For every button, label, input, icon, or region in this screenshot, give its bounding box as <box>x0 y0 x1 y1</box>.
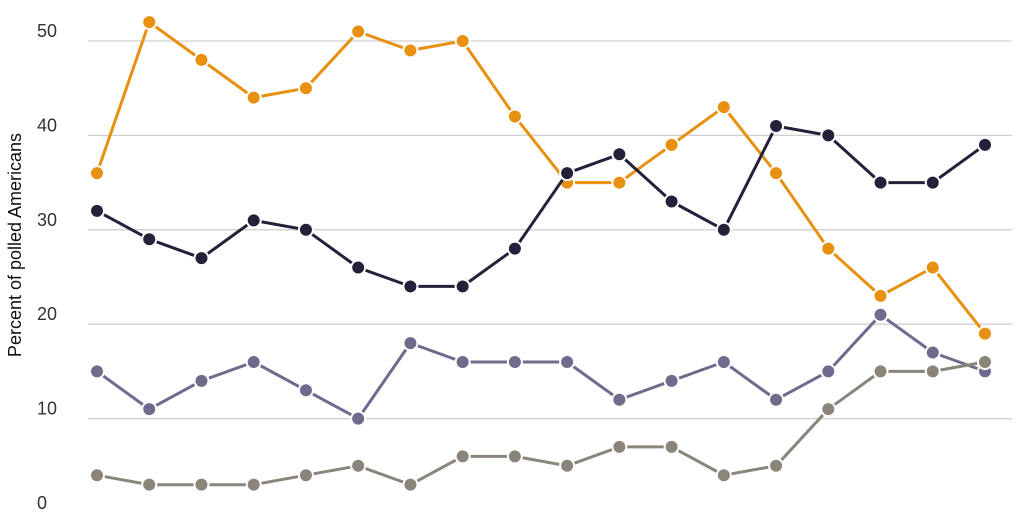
series-3-point-10 <box>559 353 576 370</box>
y-tick-label-10: 10 <box>37 399 57 419</box>
series-3-point-11 <box>611 391 628 408</box>
series-4-point-1 <box>89 467 105 484</box>
series-4-point-12 <box>663 438 680 455</box>
series-1-point-16 <box>872 287 889 304</box>
series-3 <box>89 306 993 427</box>
series-3-point-12 <box>663 372 680 389</box>
series-2-point-4 <box>245 212 262 229</box>
series-1-point-11 <box>611 174 628 191</box>
y-tick-label-0: 0 <box>37 493 47 512</box>
series-1-point-8 <box>454 33 471 49</box>
series-4-point-11 <box>611 438 628 455</box>
y-tick-label-40: 40 <box>37 115 57 135</box>
series-3-point-16 <box>872 306 889 323</box>
series-4-point-7 <box>402 476 419 493</box>
series-group <box>89 14 993 493</box>
series-2-point-1 <box>89 202 105 219</box>
series-2-point-8 <box>454 278 471 295</box>
series-3-point-7 <box>402 335 419 352</box>
series-2-point-11 <box>611 146 628 163</box>
series-4-point-9 <box>506 448 523 465</box>
series-2-point-12 <box>663 193 680 210</box>
series-2-line <box>96 124 986 288</box>
y-tick-labels: 0 10 20 30 40 50 <box>37 21 57 512</box>
series-1-point-18 <box>977 325 993 342</box>
series-2-point-9 <box>506 240 523 257</box>
series-2-point-2 <box>141 231 158 248</box>
series-1-point-4 <box>245 89 262 106</box>
series-4-line <box>96 360 986 487</box>
series-3-point-15 <box>820 363 837 380</box>
series-2 <box>89 117 993 295</box>
series-2-point-3 <box>193 250 210 267</box>
series-1 <box>89 14 993 342</box>
series-4-point-15 <box>820 401 837 418</box>
series-4-point-2 <box>141 476 158 493</box>
series-3-point-1 <box>89 363 105 380</box>
series-2-point-10 <box>559 165 576 182</box>
series-2-point-15 <box>820 127 837 144</box>
series-4-point-13 <box>715 467 732 484</box>
y-tick-label-30: 30 <box>37 210 57 230</box>
series-4-point-16 <box>872 363 889 380</box>
series-1-point-5 <box>297 80 314 97</box>
series-2-point-18 <box>977 136 993 153</box>
series-3-point-3 <box>193 372 210 389</box>
series-1-point-1 <box>89 165 105 182</box>
series-2-point-7 <box>402 278 419 295</box>
series-1-point-17 <box>924 259 941 276</box>
series-4-point-10 <box>559 457 576 474</box>
series-1-line <box>95 20 987 335</box>
series-3-point-14 <box>768 391 785 408</box>
y-axis-label: Percent of polled Americans <box>5 133 25 357</box>
series-1-point-12 <box>663 136 680 153</box>
series-4-point-6 <box>350 457 367 474</box>
series-2-point-17 <box>924 174 941 191</box>
series-3-point-17 <box>924 344 941 361</box>
series-2-point-6 <box>350 259 367 276</box>
series-3-point-8 <box>454 353 471 370</box>
series-3-point-4 <box>245 353 262 370</box>
series-3-line <box>96 313 986 421</box>
series-3-point-13 <box>715 353 732 370</box>
series-3-point-5 <box>297 382 314 399</box>
y-tick-label-50: 50 <box>37 21 57 41</box>
series-1-point-14 <box>768 165 785 182</box>
series-4 <box>89 353 993 493</box>
series-2-point-16 <box>872 174 889 191</box>
series-4-point-17 <box>924 363 941 380</box>
series-1-point-15 <box>820 240 837 257</box>
series-2-point-14 <box>768 117 785 134</box>
series-4-point-14 <box>768 457 785 474</box>
series-3-point-2 <box>141 401 158 418</box>
series-2-point-13 <box>715 221 732 238</box>
y-tick-label-20: 20 <box>37 304 57 324</box>
series-1-point-9 <box>506 108 523 125</box>
series-4-point-18 <box>977 353 993 370</box>
series-1-point-2 <box>141 14 158 31</box>
series-4-point-3 <box>193 476 210 493</box>
series-4-point-5 <box>297 467 314 484</box>
series-1-point-7 <box>402 42 419 59</box>
series-3-point-6 <box>350 410 367 427</box>
series-2-point-5 <box>297 221 314 238</box>
series-4-point-8 <box>454 448 471 465</box>
series-1-point-6 <box>350 23 367 40</box>
series-1-point-13 <box>715 99 732 116</box>
series-3-point-9 <box>506 353 523 370</box>
series-1-point-3 <box>193 51 210 68</box>
series-4-point-4 <box>245 476 262 493</box>
